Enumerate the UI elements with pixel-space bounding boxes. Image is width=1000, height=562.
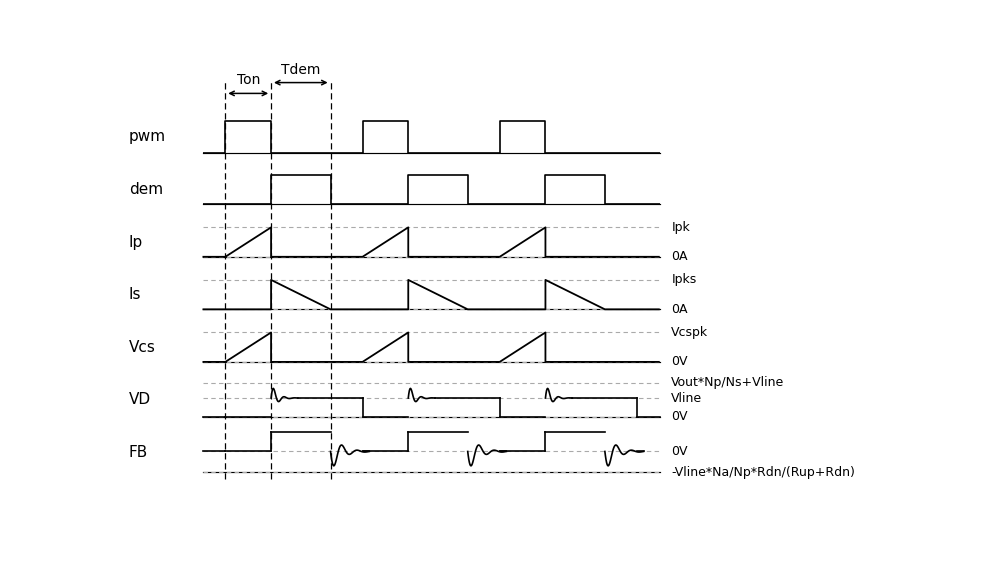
Text: 0A: 0A [671,250,688,263]
Text: Tdem: Tdem [281,64,320,78]
Text: Vcs: Vcs [129,339,156,355]
Text: FB: FB [129,445,148,460]
Text: Ton: Ton [237,73,260,87]
Text: Vcspk: Vcspk [671,326,708,339]
Text: Is: Is [129,287,141,302]
Text: 0V: 0V [671,355,688,368]
Text: Vline: Vline [671,392,702,405]
Text: dem: dem [129,182,163,197]
Text: 0A: 0A [671,303,688,316]
Text: pwm: pwm [129,129,166,144]
Text: VD: VD [129,392,151,407]
Text: 0V: 0V [671,445,688,458]
Text: -Vline*Na/Np*Rdn/(Rup+Rdn): -Vline*Na/Np*Rdn/(Rup+Rdn) [671,466,855,479]
Text: Ipk: Ipk [671,221,690,234]
Text: Ip: Ip [129,234,143,250]
Text: Vout*Np/Ns+Vline: Vout*Np/Ns+Vline [671,377,785,389]
Text: Ipks: Ipks [671,274,697,287]
Text: 0V: 0V [671,410,688,423]
